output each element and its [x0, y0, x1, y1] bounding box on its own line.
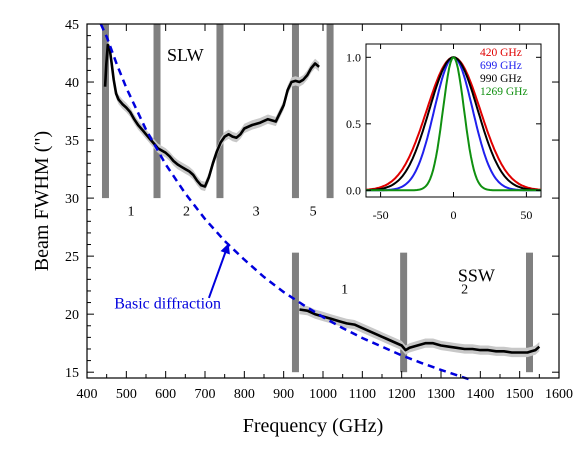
x-tick-label: 400 [77, 387, 98, 402]
annotation-2: 2 [461, 282, 468, 297]
inset-y-tick-label: 1.0 [346, 50, 361, 64]
band-marker-2 [153, 24, 161, 199]
y-axis-label: Beam FWHM (") [31, 131, 53, 271]
y-tick-label: 35 [65, 134, 79, 149]
main-plot: 400 500 600 700 800 900 1000 1100 1200 1300 1400 15… [31, 18, 573, 437]
x-tick-label: 800 [234, 387, 255, 402]
inset-legend-entry: 699 GHz [480, 60, 522, 72]
band-marker-5 [326, 24, 334, 199]
series-line-slw [103, 43, 320, 188]
x-tick-label: 1400 [466, 387, 494, 402]
band-marker-6 [291, 252, 299, 373]
band-marker-4 [291, 24, 299, 199]
x-tick-label: 1600 [545, 387, 573, 402]
x-tick-label: 700 [195, 387, 216, 402]
inset-y-tick-label: 0.0 [346, 183, 361, 197]
annotation-1: 1 [341, 282, 348, 297]
inset-legend-entry: 1269 GHz [480, 86, 528, 98]
inset-beam-profile-1269-ghz [366, 55, 541, 192]
inset-y-tick-label: 0.5 [346, 117, 361, 131]
annotation-2: 2 [183, 205, 190, 220]
inset-x-tick-label: 0 [451, 208, 457, 222]
band-marker-8 [526, 252, 533, 373]
x-tick-label: 1000 [309, 387, 337, 402]
annotation-basic-diffraction: Basic diffraction [114, 295, 221, 312]
series-line-basic-diffraction [99, 23, 473, 382]
series-line-ssw [299, 308, 541, 354]
annotation-5: 5 [310, 205, 317, 220]
annotation-ssw: SSW [458, 266, 495, 286]
band-marker-7 [400, 252, 408, 373]
x-tick-label: 1500 [506, 387, 534, 402]
x-tick-label: 1100 [349, 387, 376, 402]
x-tick-label: 900 [273, 387, 294, 402]
annotation-slw: SLW [167, 45, 204, 65]
inset-legend-entry: 990 GHz [480, 73, 522, 85]
annotation-1: 1 [128, 205, 135, 220]
x-axis-label: Frequency (GHz) [243, 415, 384, 437]
series-1-uncertainty-band [299, 304, 540, 358]
band-marker-3 [216, 24, 224, 199]
y-tick-label: 15 [65, 366, 79, 381]
y-tick-label: 30 [65, 192, 79, 207]
annotation-3: 3 [253, 205, 260, 220]
x-tick-label: 1200 [388, 387, 416, 402]
y-tick-label: 40 [65, 76, 79, 91]
inset-plot-frame [365, 43, 542, 198]
inset-legend-entry: 420 GHz [480, 47, 522, 59]
y-tick-label: 25 [65, 250, 79, 265]
inset-x-tick-label: -50 [373, 208, 389, 222]
x-tick-label: 600 [155, 387, 176, 402]
band-marker-1 [101, 24, 109, 199]
y-tick-label: 45 [65, 18, 79, 33]
y-tick-label: 20 [65, 308, 79, 323]
annotation-arrow-head [220, 243, 230, 255]
x-tick-label: 500 [116, 387, 137, 402]
x-tick-label: 1300 [427, 387, 455, 402]
inset-x-tick-label: 50 [520, 208, 532, 222]
